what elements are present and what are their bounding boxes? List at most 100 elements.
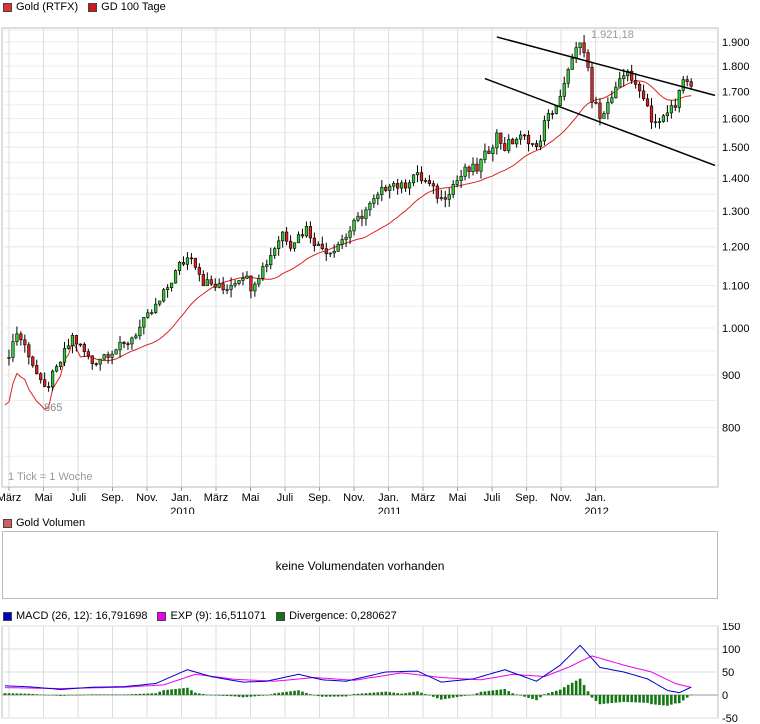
divergence-bar xyxy=(610,695,614,704)
candle-body xyxy=(43,379,47,387)
divergence-bar xyxy=(570,682,574,695)
candle-body xyxy=(142,317,146,328)
divergence-bar xyxy=(531,695,534,700)
price-grid xyxy=(1,27,719,488)
divergence-bar xyxy=(424,694,427,695)
candle-body xyxy=(166,287,170,290)
divergence-bar xyxy=(562,687,566,695)
candle-body xyxy=(499,132,503,144)
divergence-bar xyxy=(83,694,86,696)
divergence-bar xyxy=(114,694,118,695)
divergence-bar xyxy=(321,695,324,697)
divergence-bar xyxy=(94,694,98,695)
divergence-bar xyxy=(130,694,134,695)
candle-body xyxy=(669,105,673,114)
divergence-bar xyxy=(503,689,507,695)
divergence-bar xyxy=(527,695,530,698)
candle-body xyxy=(542,120,547,142)
candle-body xyxy=(685,79,689,82)
legend-label-divergence: Divergence: 0,280627 xyxy=(289,610,397,622)
divergence-bar xyxy=(301,691,304,695)
price-x-axis: März Mai Juli Sep. Nov. Jan. März Mai Juli Sep. No… xyxy=(0,487,609,514)
candle-body xyxy=(181,262,186,265)
candle-body xyxy=(344,236,348,240)
candle-body xyxy=(241,277,245,281)
moving-average-line xyxy=(4,80,692,411)
candle-body xyxy=(407,182,412,189)
candle-body xyxy=(427,180,431,184)
candle-body xyxy=(566,69,570,84)
candle-body xyxy=(324,248,328,255)
candle-body xyxy=(257,277,261,285)
price-y-tick-label: 1.500 xyxy=(722,142,750,154)
candle-body xyxy=(173,270,178,284)
divergence-bar xyxy=(348,695,352,696)
divergence-bar xyxy=(39,694,42,696)
candle-body xyxy=(602,113,606,119)
candle-body xyxy=(130,337,134,345)
divergence-bar xyxy=(225,695,229,697)
divergence-bar xyxy=(221,695,225,696)
divergence-bar xyxy=(443,695,447,699)
trend-channel xyxy=(484,36,716,167)
divergence-bar xyxy=(539,695,542,698)
candle-body xyxy=(400,182,404,189)
candle-body xyxy=(570,58,574,70)
candle-body xyxy=(511,139,515,145)
candle-body xyxy=(558,96,562,106)
candle-body xyxy=(376,194,380,199)
candle-body xyxy=(622,75,626,79)
divergence-bar xyxy=(110,694,114,695)
candle-body xyxy=(439,197,443,199)
divergence-bar xyxy=(392,692,395,695)
candle-body xyxy=(74,335,78,345)
candle-body xyxy=(590,67,594,103)
divergence-bar xyxy=(7,693,11,695)
candle-body xyxy=(463,166,467,177)
price-y-tick-label: 1.000 xyxy=(722,323,750,335)
candle-body xyxy=(197,267,201,275)
candle-body xyxy=(380,186,384,196)
volume-panel xyxy=(2,531,718,599)
candle-body xyxy=(217,283,221,288)
divergence-bar xyxy=(404,693,407,695)
divergence-bar xyxy=(297,690,300,695)
candles xyxy=(7,35,693,392)
candle-body xyxy=(522,134,527,137)
candle-body xyxy=(82,343,86,352)
divergence-bar xyxy=(654,695,657,705)
divergence-bar xyxy=(471,694,475,696)
legend-item-ma: GD 100 Tage xyxy=(88,1,166,13)
divergence-bar xyxy=(582,685,586,695)
divergence-bar xyxy=(23,693,27,695)
divergence-bar xyxy=(35,694,39,695)
divergence-bar xyxy=(202,693,205,695)
divergence-bar xyxy=(27,693,31,695)
divergence-bars xyxy=(3,678,693,706)
candle-body xyxy=(340,239,344,245)
price-y-tick-label: 1.700 xyxy=(722,86,750,98)
legend-item-macd: MACD (26, 12): 16,791698 xyxy=(3,610,147,622)
divergence-bar xyxy=(598,695,602,705)
candle-body xyxy=(27,344,31,358)
candle-body xyxy=(641,90,646,100)
candle-body xyxy=(415,172,420,176)
divergence-bar xyxy=(213,695,217,696)
divergence-bar xyxy=(558,689,562,695)
divergence-bar xyxy=(574,680,578,695)
divergence-bar xyxy=(265,695,269,696)
price-y-tick-label: 1.600 xyxy=(722,113,750,125)
divergence-bar xyxy=(106,694,110,695)
divergence-bar xyxy=(146,693,150,695)
divergence-bar xyxy=(428,695,431,696)
divergence-bar xyxy=(245,695,249,698)
divergence-bar xyxy=(638,695,641,703)
candle-body xyxy=(574,47,578,59)
candle-body xyxy=(261,266,265,279)
candle-body xyxy=(273,248,277,256)
candle-body xyxy=(657,121,662,123)
divergence-bar xyxy=(150,693,154,695)
macd-y-tick-label: 100 xyxy=(722,644,740,656)
candle-body xyxy=(312,237,316,246)
candle-body xyxy=(598,102,602,119)
